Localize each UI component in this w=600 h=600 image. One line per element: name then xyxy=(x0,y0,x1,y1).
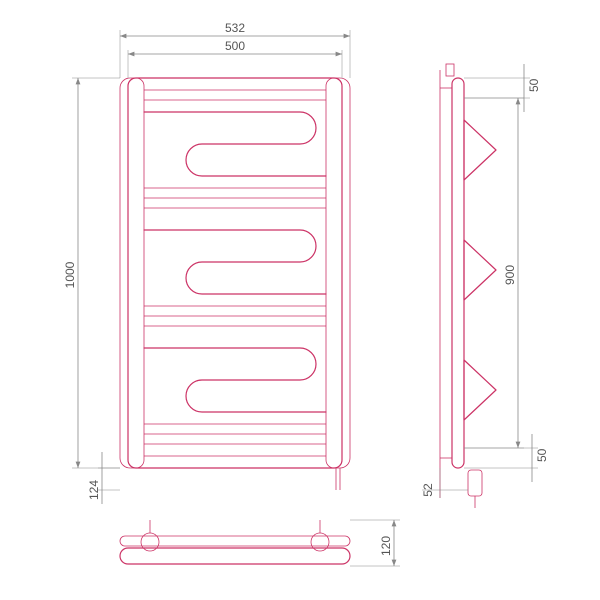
dim-52: 52 xyxy=(421,483,435,497)
dim-500: 500 xyxy=(225,39,245,53)
dim-1000: 1000 xyxy=(63,261,77,288)
front-view: 532 500 1000 124 xyxy=(63,21,350,504)
dim-50-bot: 50 xyxy=(535,448,549,462)
side-view: 50 900 50 52 xyxy=(421,64,549,508)
bottom-view: 120 xyxy=(120,520,400,566)
dim-124: 124 xyxy=(87,480,101,500)
dim-120: 120 xyxy=(379,536,393,556)
dim-50-top: 50 xyxy=(527,78,541,92)
dim-532: 532 xyxy=(225,21,245,35)
dim-900: 900 xyxy=(503,265,517,285)
